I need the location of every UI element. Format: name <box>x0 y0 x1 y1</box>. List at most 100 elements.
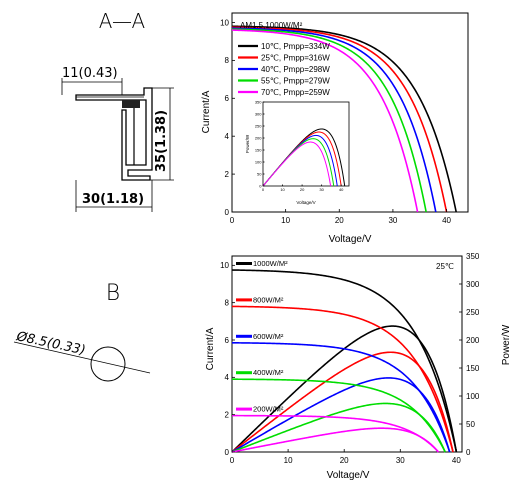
iv-curves-temperature-chart: 0 10 20 30 40 0 2 4 6 8 10 AM1.5,1000W/M² Voltage/… <box>201 12 469 245</box>
chart2-y-tick-label: 10 <box>220 261 229 270</box>
chart2-pv-curve-2 <box>231 377 451 453</box>
chart1-plot-frame <box>231 12 469 213</box>
chart2-plot-frame <box>231 255 463 453</box>
chart2-iv-curve-4 <box>232 414 440 453</box>
chart1-x-axis-label: Voltage/V <box>329 234 372 245</box>
chart1-iv-curve-2 <box>231 27 437 213</box>
leader-line <box>13 341 151 374</box>
chart1-legend-label: 25℃, Pmpp=316W <box>261 54 330 63</box>
chart2-y-tick-label: 8 <box>225 298 230 307</box>
chart1-x-tick-label: 40 <box>442 216 451 225</box>
section-title-b: B <box>106 281 120 306</box>
chart2-annotation: 25℃ <box>436 262 454 271</box>
inset-y-tick-label: 150 <box>255 147 262 152</box>
inset-y-tick-label: 0 <box>259 183 262 188</box>
mounting-hole <box>90 346 126 382</box>
chart2-y2-axis-label: Power/W <box>501 324 512 365</box>
chart2-y-tick-label: 6 <box>225 336 230 345</box>
chart2-x-tick-label: 10 <box>284 456 293 465</box>
chart1-legend: 10℃, Pmpp=334W 25℃, Pmpp=316W 40℃, Pmpp=29… <box>238 42 330 97</box>
inset-x-tick-label: 0 <box>262 187 265 192</box>
section-drawing-b: B Ø8.5(0.33) <box>13 281 151 382</box>
inset-y-tick-label: 200 <box>255 135 262 140</box>
chart1-y-tick-label: 4 <box>225 132 230 141</box>
chart2-iv-curve-1 <box>231 305 454 453</box>
chart2-pv-curve-1 <box>231 351 454 453</box>
chart2-y-tick-label: 2 <box>225 410 230 419</box>
chart2-legend-swatch <box>236 407 252 411</box>
frame-profile <box>75 87 153 181</box>
chart1-legend-label: 40℃, Pmpp=298W <box>261 65 330 74</box>
inset-y-axis-label: Power/W <box>245 134 250 153</box>
chart1-y-tick-label: 6 <box>225 94 230 103</box>
chart2-y2-tick-label: 250 <box>466 308 480 317</box>
chart2-legend-swatch <box>236 371 252 375</box>
chart2-x-tick-label: 40 <box>452 456 461 465</box>
chart2-legend-swatch <box>236 262 252 265</box>
chart2-iv-curve-2 <box>231 342 451 453</box>
inset-y-tick-label: 100 <box>255 159 262 164</box>
section-title-a: A—A <box>99 9 146 33</box>
chart1-annotation: AM1.5,1000W/M² <box>240 21 303 30</box>
inset-x-tick-label: 40 <box>339 187 344 192</box>
inset-x-tick-label: 30 <box>319 187 324 192</box>
chart2-legend-label: 1000W/M² <box>253 259 288 268</box>
chart2-legend-label: 200W/M² <box>253 405 284 414</box>
chart1-legend-label: 55℃, Pmpp=279W <box>261 77 330 86</box>
chart1-y-tick-label: 0 <box>225 208 230 217</box>
chart1-x-tick-label: 20 <box>335 216 344 225</box>
dimension-frame-height: 35(1.38) <box>154 110 169 172</box>
inset-curves <box>262 128 346 187</box>
chart2-legend-swatch <box>236 298 252 302</box>
chart2-y-axis-label: Current/A <box>205 327 216 370</box>
inset-y-tick-label: 250 <box>255 123 262 128</box>
chart2-y-tick-label: 4 <box>225 373 230 382</box>
chart1-x-tick-label: 10 <box>281 216 290 225</box>
chart1-x-tick-label: 0 <box>230 216 235 225</box>
chart1-y-tick-label: 10 <box>220 18 229 27</box>
chart1-y-axis-label: Current/A <box>201 90 212 133</box>
chart2-y2-tick-label: 50 <box>466 420 475 429</box>
inset-power-chart: 0 10 20 30 40 0 50 100 150 200 250 300 350 Voltage/V… <box>245 99 350 205</box>
chart1-iv-curve-0 <box>231 25 457 213</box>
inset-ticks: 0 10 20 30 40 0 50 100 150 200 250 300 350 <box>255 99 344 192</box>
chart1-x-tick-label: 30 <box>388 216 397 225</box>
inset-x-tick-label: 10 <box>280 187 285 192</box>
chart1-legend-label: 70℃, Pmpp=259W <box>261 88 330 97</box>
inset-x-axis-label: Voltage/V <box>296 200 315 205</box>
inset-y-tick-label: 350 <box>255 99 262 104</box>
chart2-curves <box>231 269 458 453</box>
chart2-legend-label: 800W/M² <box>253 295 284 304</box>
chart2-iv-curve-3 <box>231 378 446 453</box>
chart1-legend-label: 10℃, Pmpp=334W <box>261 42 330 51</box>
inset-x-tick-label: 20 <box>300 187 305 192</box>
chart2-pv-curve-3 <box>231 402 446 453</box>
chart2-x-axis-label: Voltage/V <box>327 470 370 480</box>
chart2-y2-tick-label: 300 <box>466 280 480 289</box>
chart2-legend-label: 600W/M² <box>253 332 284 341</box>
chart1-y-tick-label: 2 <box>225 170 230 179</box>
chart2-y2-tick-label: 150 <box>466 364 480 373</box>
chart2-legend: 1000W/M² 800W/M² 600W/M² 400W/M² 200W/M² <box>236 259 288 414</box>
chart2-y-tick-label: 0 <box>225 448 230 457</box>
chart2-x-tick-label: 0 <box>230 456 235 465</box>
inset-y-tick-label: 50 <box>257 171 262 176</box>
chart2-y2-tick-label: 100 <box>466 392 480 401</box>
section-drawing-a: A—A 11(0.43) 35(1.38) 30(1.18) <box>61 9 174 212</box>
chart2-y2-tick-label: 350 <box>466 252 480 261</box>
chart2-y2-tick-label: 200 <box>466 336 480 345</box>
dimension-frame-width: 30(1.18) <box>82 192 144 207</box>
chart1-ticks: 0 10 20 30 40 0 2 4 6 8 10 <box>220 18 451 225</box>
dimension-lip-width: 11(0.43) <box>62 66 118 81</box>
chart2-y2-tick-label: 0 <box>466 448 471 457</box>
chart1-iv-curve-4 <box>231 29 419 213</box>
chart1-iv-curve-3 <box>231 28 427 213</box>
inset-y-tick-label: 300 <box>255 111 262 116</box>
chart2-pv-curve-4 <box>231 427 440 453</box>
chart2-x-tick-label: 30 <box>396 456 405 465</box>
chart2-legend-swatch <box>236 334 252 338</box>
chart1-y-tick-label: 8 <box>225 56 230 65</box>
inset-pv-curve-4 <box>262 141 332 187</box>
